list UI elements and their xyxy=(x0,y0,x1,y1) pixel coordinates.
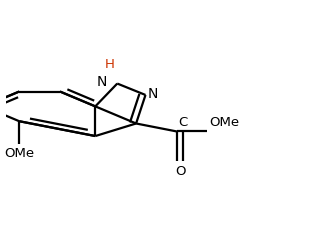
Text: C: C xyxy=(178,116,188,129)
Text: O: O xyxy=(175,164,185,178)
Text: OMe: OMe xyxy=(4,147,34,160)
Text: H: H xyxy=(105,58,114,71)
Text: N: N xyxy=(97,75,107,89)
Text: N: N xyxy=(148,87,158,101)
Text: OMe: OMe xyxy=(209,116,239,129)
